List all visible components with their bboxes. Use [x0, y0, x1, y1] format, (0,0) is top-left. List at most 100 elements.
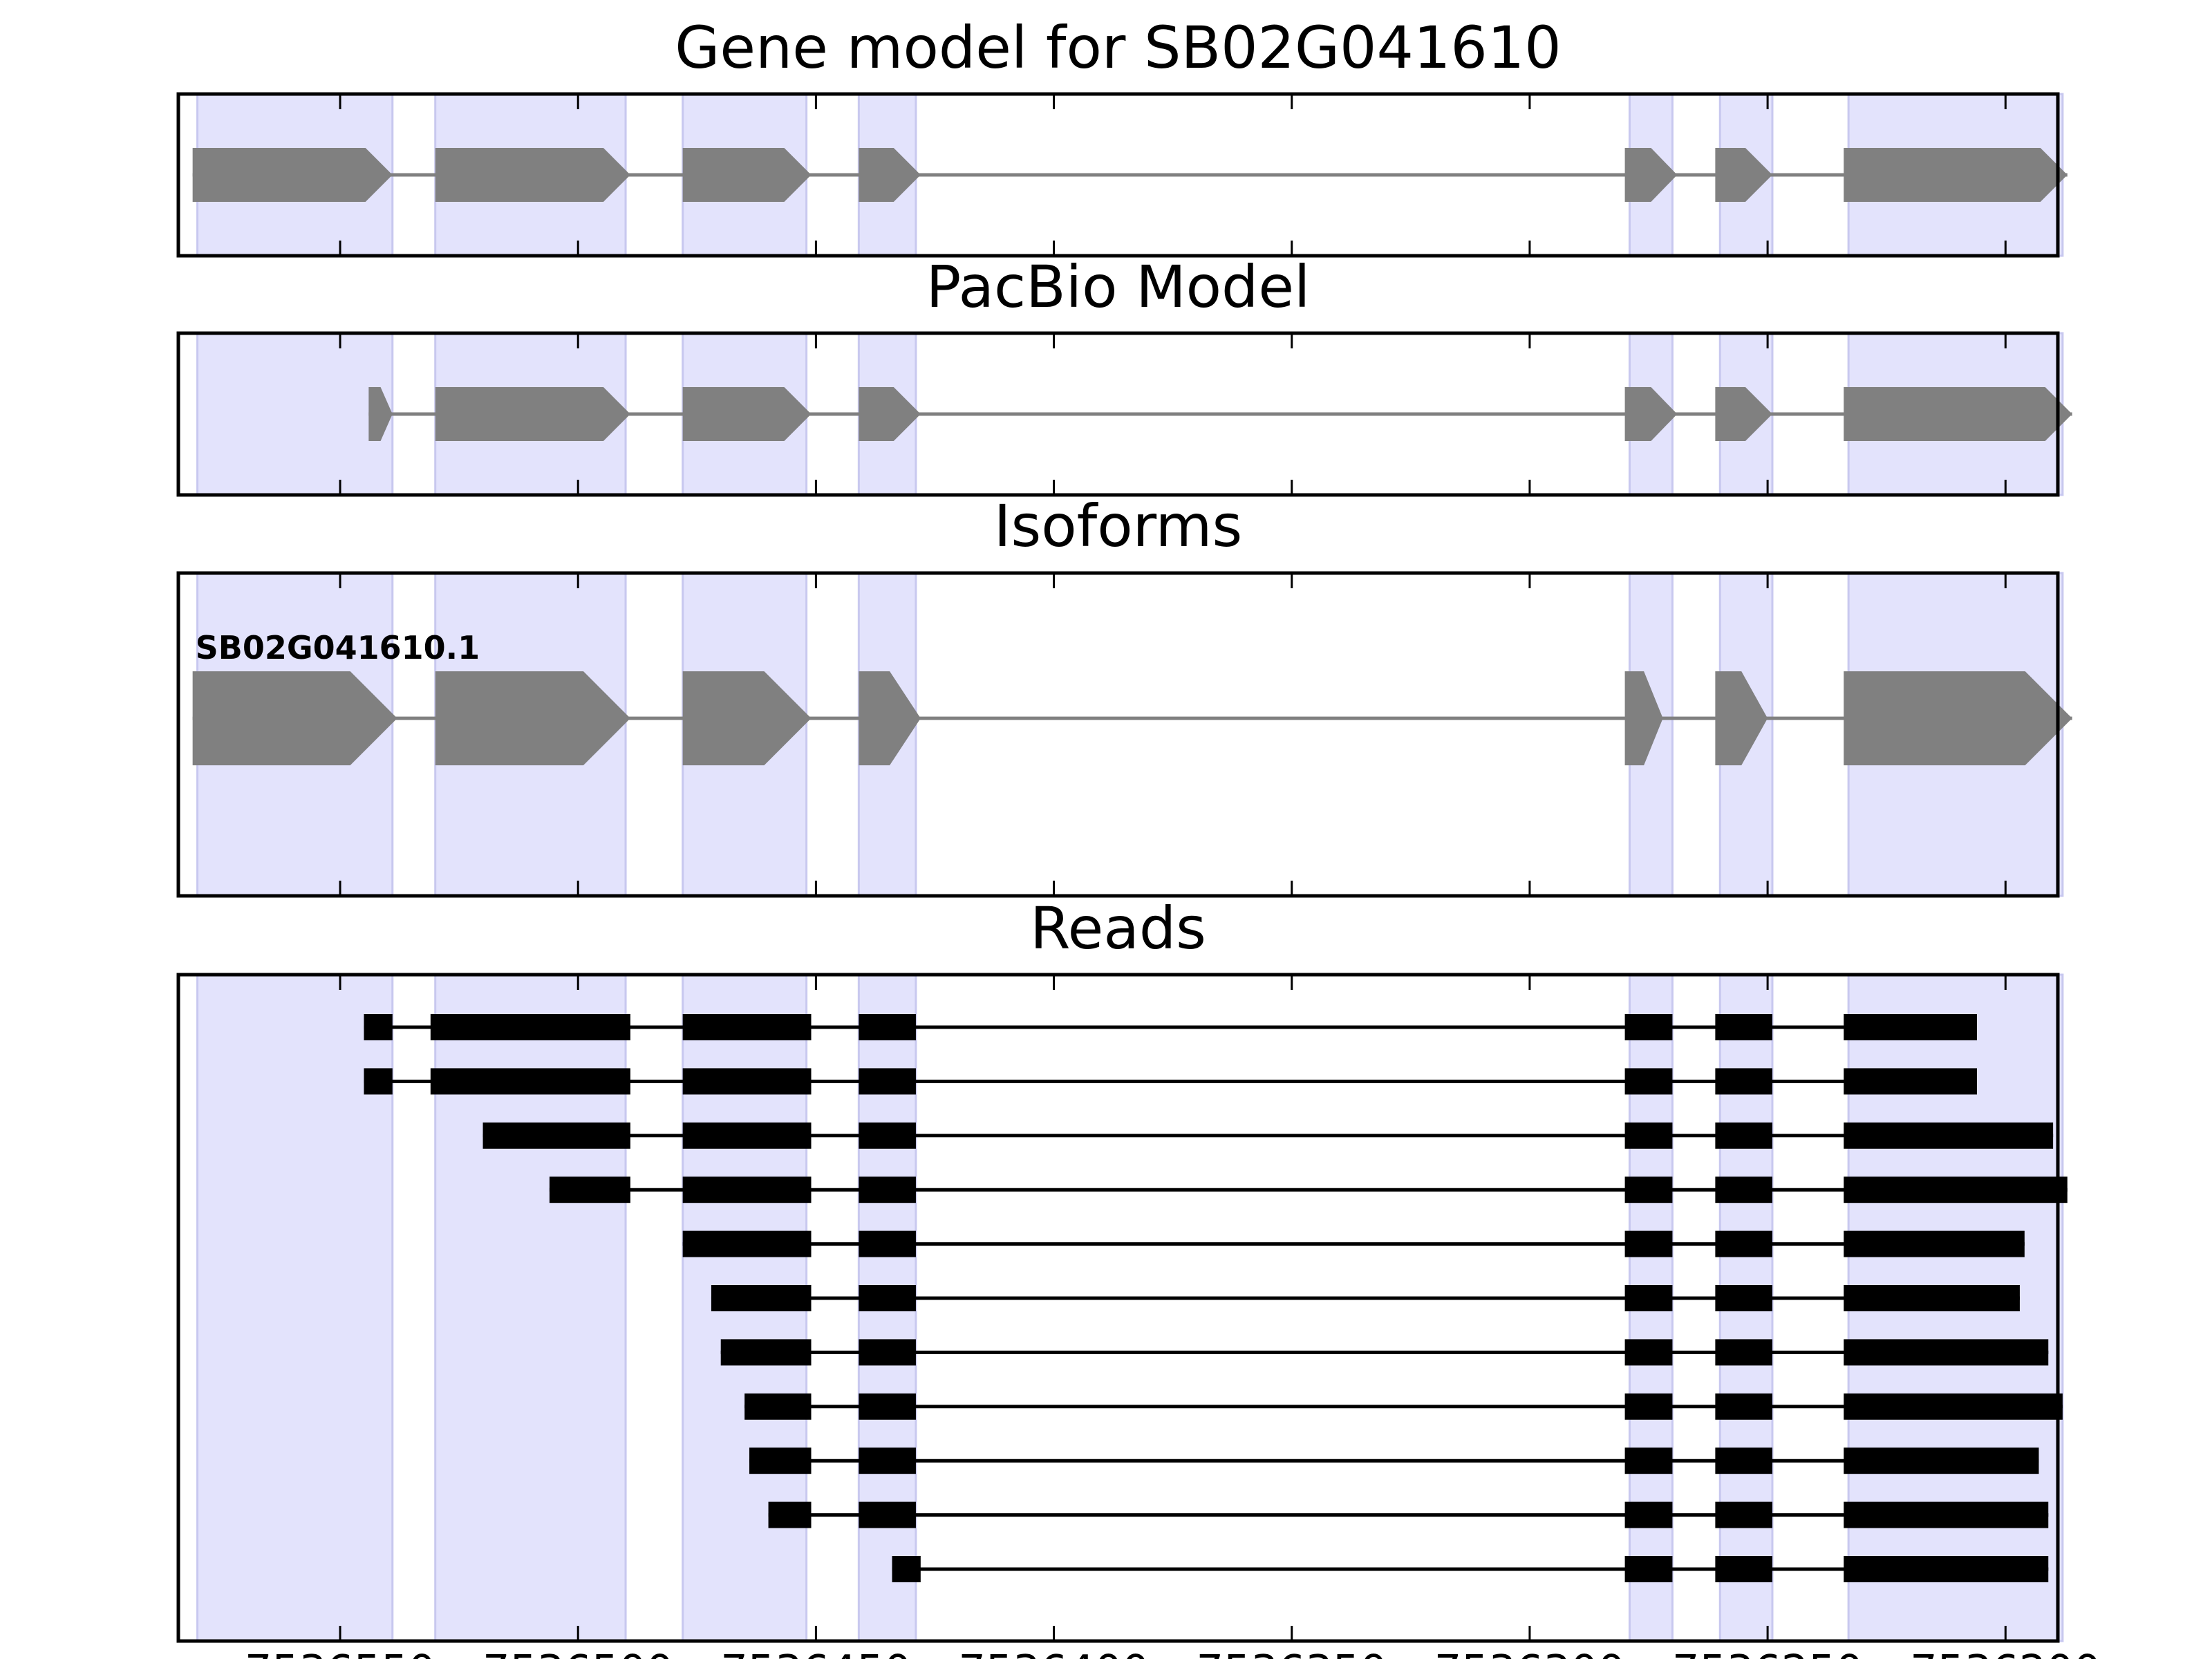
read-exon-block: [430, 1014, 630, 1040]
panel-gene_model: Gene model for SB02G041610: [176, 14, 2068, 258]
read-exon-block: [1624, 1339, 1673, 1366]
read-exon-block: [1715, 1014, 1772, 1040]
panel-frame: [176, 571, 2060, 898]
read-exon-block: [682, 1230, 812, 1257]
exon-arrow: [192, 148, 393, 202]
read-exon-block: [1624, 1447, 1673, 1474]
exon-arrow: [435, 671, 630, 766]
read-row: [364, 1068, 1977, 1095]
read-exon-block: [1844, 1177, 2068, 1203]
read-row: [482, 1122, 2054, 1149]
exon-region-band: [196, 332, 394, 496]
read-exon-block: [1715, 1068, 1772, 1095]
read-exon-block: [430, 1068, 630, 1095]
read-exon-block: [1715, 1339, 1772, 1366]
read-exon-block: [1715, 1556, 1772, 1582]
exon-arrow: [859, 387, 921, 441]
read-exon-block: [1844, 1014, 1977, 1040]
panels-layer: Gene model for SB02G041610 PacBio Model Is…: [176, 14, 2101, 1659]
read-exon-block: [1715, 1230, 1772, 1257]
read-exon-block: [1624, 1177, 1673, 1203]
exon-arrow: [368, 387, 393, 441]
read-exon-block: [1844, 1447, 2039, 1474]
exon-arrow: [682, 387, 812, 441]
exon-arrow: [1624, 387, 1678, 441]
read-exon-block: [1624, 1556, 1673, 1582]
read-row: [720, 1339, 2049, 1366]
exon-arrow: [1844, 671, 2072, 766]
read-exon-block: [859, 1339, 916, 1366]
read-exon-block: [859, 1014, 916, 1040]
exon-arrow: [1624, 148, 1678, 202]
read-exon-block: [711, 1285, 812, 1311]
read-exon-block: [1624, 1230, 1673, 1257]
read-exon-block: [682, 1177, 812, 1203]
read-exon-block: [859, 1122, 916, 1149]
read-exon-block: [892, 1556, 921, 1582]
read-exon-block: [1715, 1177, 1772, 1203]
axis-tick-label: 7536300: [1434, 1645, 1625, 1659]
read-exon-block: [859, 1447, 916, 1474]
read-exon-block: [768, 1501, 812, 1528]
exon-arrow: [1715, 148, 1772, 202]
read-exon-block: [859, 1068, 916, 1095]
read-exon-block: [1844, 1556, 2049, 1582]
read-exon-block: [1624, 1501, 1673, 1528]
exon-arrow: [859, 148, 921, 202]
read-exon-block: [859, 1177, 916, 1203]
read-exon-block: [859, 1230, 916, 1257]
axis-tick-label: 7536450: [720, 1645, 911, 1659]
read-exon-block: [549, 1177, 630, 1203]
read-exon-block: [682, 1122, 812, 1149]
read-exon-block: [1844, 1339, 2049, 1366]
panel-title: Isoforms: [994, 492, 1243, 560]
read-exon-block: [1844, 1393, 2063, 1420]
read-exon-block: [1844, 1122, 2054, 1149]
read-exon-block: [1624, 1285, 1673, 1311]
read-row: [364, 1014, 1977, 1040]
panel-title: PacBio Model: [926, 253, 1311, 321]
read-exon-block: [744, 1393, 812, 1420]
read-row: [768, 1501, 2049, 1528]
read-exon-block: [859, 1285, 916, 1311]
read-exon-block: [859, 1501, 916, 1528]
exon-arrow: [1624, 671, 1663, 766]
read-row: [744, 1393, 2063, 1420]
panel-frame: [176, 973, 2060, 1643]
axis-tick-label: 7536500: [482, 1645, 673, 1659]
read-exon-block: [1715, 1122, 1772, 1149]
exon-arrow: [192, 671, 397, 766]
exon-arrow: [682, 148, 812, 202]
read-exon-block: [1715, 1285, 1772, 1311]
panel-reads: Reads: [176, 894, 2068, 1643]
axis-tick-label: 7536250: [1672, 1645, 1863, 1659]
panel-frame: [176, 92, 2060, 258]
axis-tick-label: 7536200: [1910, 1645, 2101, 1659]
read-exon-block: [364, 1014, 393, 1040]
exon-arrow: [1844, 387, 2072, 441]
read-exon-block: [1715, 1447, 1772, 1474]
read-exon-block: [682, 1068, 812, 1095]
exon-arrow: [859, 671, 921, 766]
read-exon-block: [1715, 1501, 1772, 1528]
exon-arrow: [435, 148, 630, 202]
read-exon-block: [482, 1122, 630, 1149]
read-exon-block: [682, 1014, 812, 1040]
panel-title: Gene model for SB02G041610: [675, 14, 1561, 82]
read-exon-block: [749, 1447, 812, 1474]
panel-frame: [176, 331, 2060, 497]
axis-tick-label: 7536400: [959, 1645, 1150, 1659]
exon-arrow: [682, 671, 812, 766]
read-row: [682, 1230, 2025, 1257]
read-exon-block: [1844, 1230, 2025, 1257]
read-row: [711, 1285, 2020, 1311]
read-exon-block: [1624, 1068, 1673, 1095]
panel-title: Reads: [1030, 894, 1206, 962]
read-exon-block: [1844, 1501, 2049, 1528]
read-exon-block: [1624, 1122, 1673, 1149]
read-exon-block: [1844, 1068, 1977, 1095]
read-row: [549, 1177, 2068, 1203]
exon-arrow: [435, 387, 630, 441]
exon-arrow: [1715, 671, 1768, 766]
